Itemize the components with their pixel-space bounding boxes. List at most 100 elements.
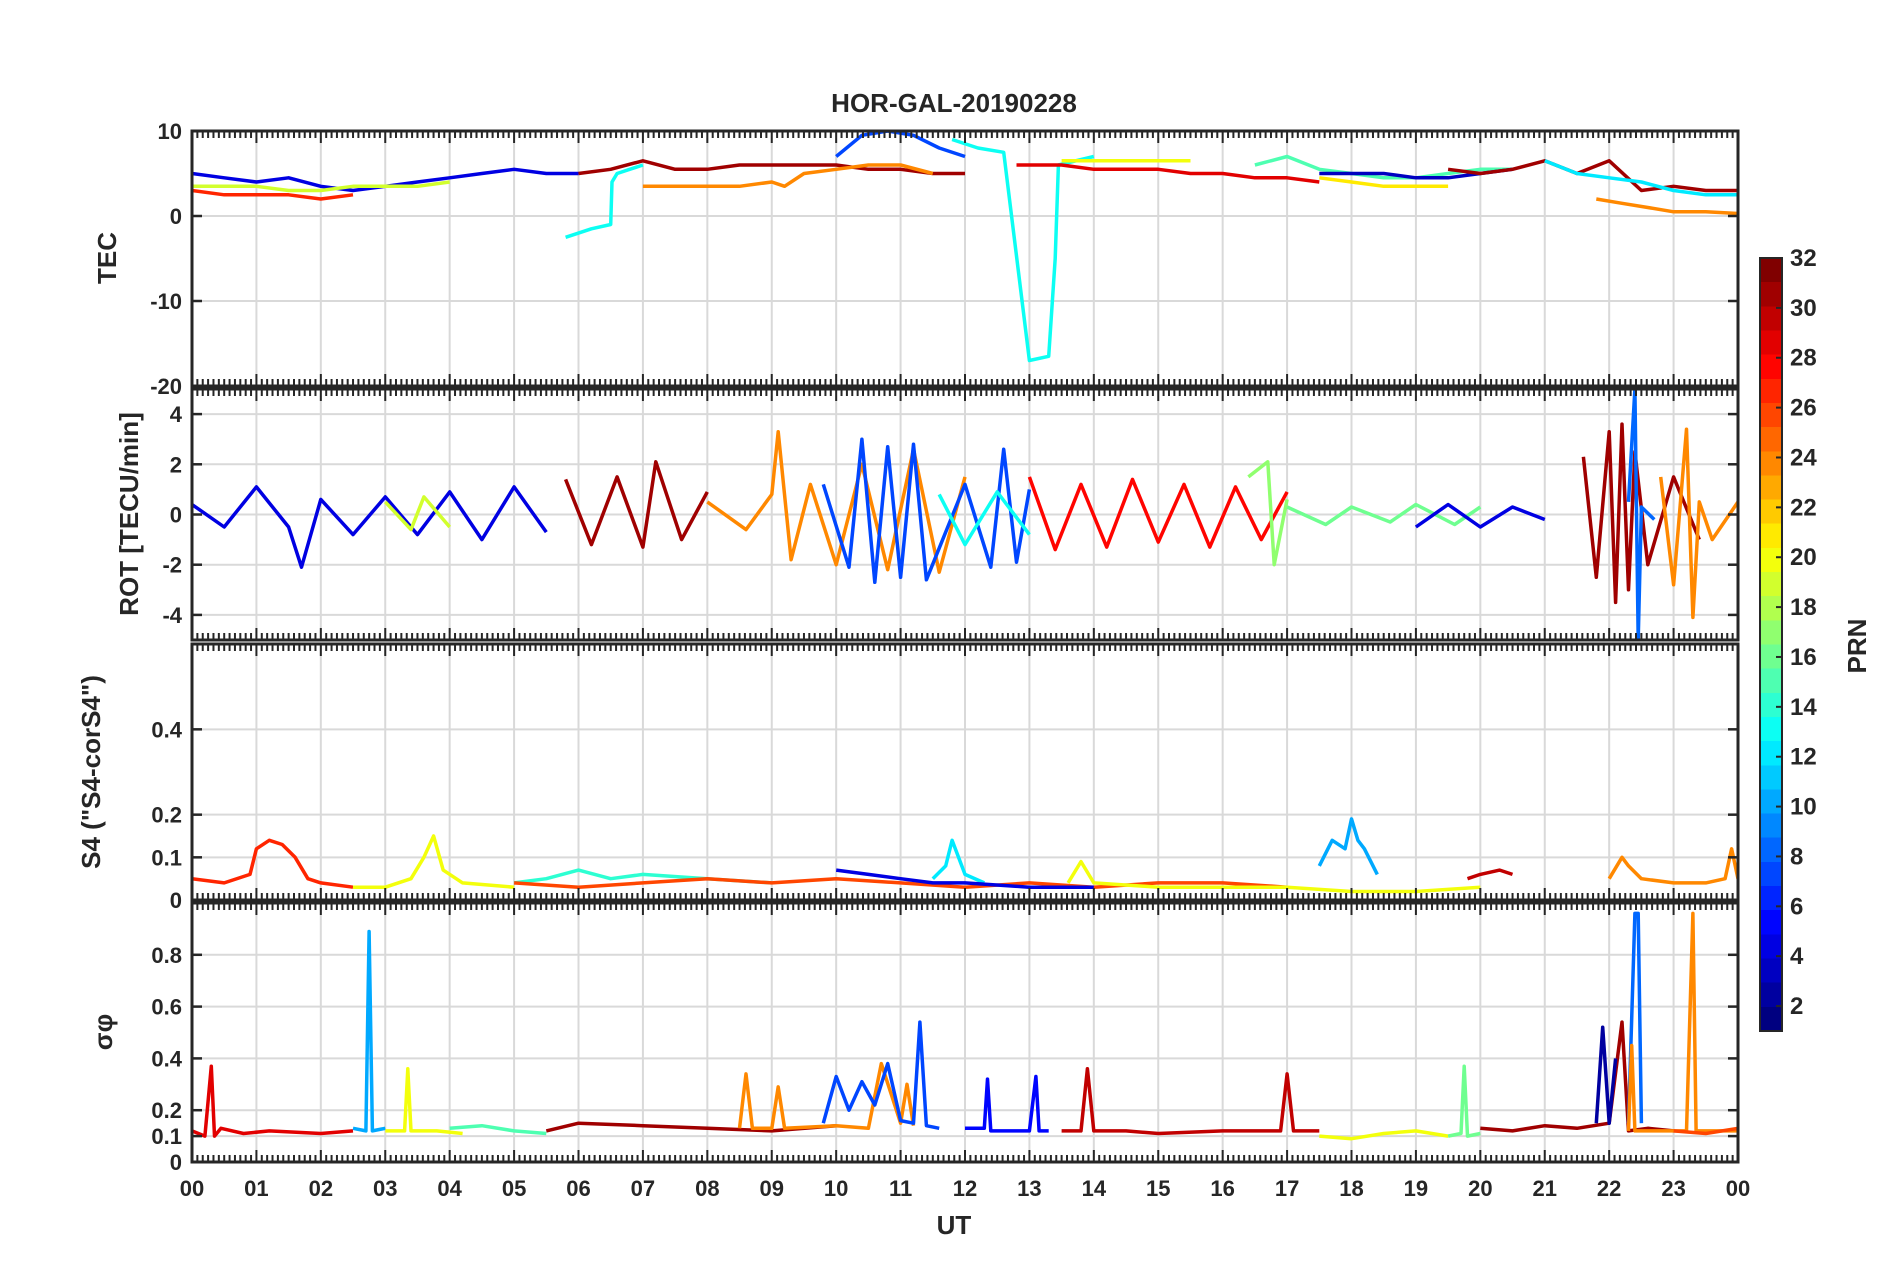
- sigma_phi-series-prn-20: [1319, 1129, 1449, 1141]
- panel-tec: 10 0 -10 -20 TEC: [92, 119, 1740, 399]
- x-tick-label: 08: [695, 1176, 719, 1201]
- sigma_phi-x-minor-ticks: [191, 903, 1739, 1162]
- tec-y-ticks: 10 0 -10 -20: [150, 119, 1738, 399]
- tec-series-prn-13: [951, 137, 1095, 363]
- x-tick-label: 04: [437, 1176, 462, 1201]
- sigma_phi-series: [192, 911, 1738, 1141]
- tec-series-prn-19: [192, 180, 450, 193]
- rot-series-prn-4: [192, 485, 548, 569]
- tec-series-prn-12: [1544, 159, 1738, 197]
- x-tick-label: 16: [1210, 1176, 1234, 1201]
- x-tick-label: 17: [1275, 1176, 1299, 1201]
- sigma_phi-series-prn-15: [449, 1123, 547, 1136]
- tec-series-prn-31: [578, 159, 965, 176]
- panel-sigma_phi: 0.8 0.6 0.4 0.20.10 σφ: [88, 901, 1740, 1175]
- sigma_phi-y-tick-label: 0.8: [151, 943, 182, 968]
- s4-series-prn-20: [1066, 859, 1481, 894]
- sigma_phi-series-prn-31: [545, 1121, 837, 1133]
- x-tick-label: 19: [1404, 1176, 1428, 1201]
- s4-y-tick-label: 0.1: [151, 845, 182, 870]
- colorbar-tick-label: 6: [1790, 893, 1803, 920]
- x-tick-label: 07: [631, 1176, 655, 1201]
- tec-x-minor-ticks: [191, 131, 1739, 386]
- colorbar-tick-label: 8: [1790, 843, 1803, 870]
- rot-series-prn-24: [1658, 427, 1738, 620]
- s4-series-prn-12: [931, 838, 986, 885]
- sigma_phi-series-prn-2: [1594, 1025, 1618, 1125]
- colorbar-tick-label: 30: [1790, 295, 1817, 322]
- colorbar-tick-label: 4: [1790, 943, 1804, 970]
- s4-y-tick-label: 0: [170, 888, 182, 913]
- tec-series-prn-24: [642, 163, 934, 189]
- s4-y-tick-label: 0.4: [151, 717, 182, 742]
- rot-series-prn-17: [1247, 460, 1289, 567]
- x-tick-label: 03: [373, 1176, 397, 1201]
- x-tick-label: 21: [1533, 1176, 1557, 1201]
- x-tick-label: 23: [1661, 1176, 1685, 1201]
- x-tick-labels: 00 01 02 03 04 05 06 07 08 09 10 11 12 13 14 15 16 17 18 19…: [180, 1176, 1750, 1201]
- s4-y-tick-label: 0.2: [151, 803, 182, 828]
- sigma_phi-series-prn-8: [1626, 911, 1644, 1124]
- x-tick-label: 05: [502, 1176, 526, 1201]
- x-tick-label: 22: [1597, 1176, 1621, 1201]
- x-tick-label: 00: [180, 1176, 204, 1201]
- tec-y-tick-label: -10: [150, 289, 182, 314]
- rot-series-prn-4: [1414, 502, 1546, 529]
- rot-series-prn-31: [563, 460, 709, 549]
- sigma_phi-y-tick-label: 0.1: [151, 1124, 182, 1149]
- s4-series-prn-30: [1466, 868, 1514, 881]
- colorbar-tick-label: 28: [1790, 345, 1817, 372]
- rot-y-tick-label: 2: [170, 452, 182, 477]
- s4-series-prn-26: [513, 876, 1288, 889]
- s4-series-prn-4: [835, 868, 1094, 889]
- s4-y-ticks: 0.4 0.2 0.1 0: [151, 717, 1738, 913]
- rot-y-tick-label: -4: [162, 603, 182, 628]
- sigma_phi-series-prn-29: [192, 1064, 354, 1138]
- panel-rot: 4 2 0 -2 -4 ROT [TECU/min]: [114, 387, 1740, 642]
- rot-x-minor-ticks: [191, 389, 1739, 640]
- colorbar-tick-label: 24: [1790, 444, 1817, 471]
- tec-series-prn-27: [192, 188, 354, 201]
- sigma_phi-series-prn-26: [1673, 1126, 1738, 1136]
- s4-series-prn-27: [192, 838, 354, 889]
- sigma_phi-y-ticks: 0.8 0.6 0.4 0.20.10: [151, 943, 1738, 1175]
- x-tick-label: 14: [1082, 1176, 1107, 1201]
- rot-series: [192, 389, 1738, 640]
- rot-series-prn-19: [384, 495, 452, 532]
- sigma_phi-series-prn-24: [737, 1061, 916, 1131]
- sigma_phi-series-prn-7: [821, 1020, 940, 1131]
- tec-y-tick-label: 10: [158, 119, 182, 144]
- rot-series-prn-24: [706, 429, 967, 574]
- x-tick-label: 09: [760, 1176, 784, 1201]
- rot-series-prn-31: [1581, 422, 1701, 605]
- colorbar-tick-label: 18: [1790, 594, 1817, 621]
- x-tick-label: 02: [309, 1176, 333, 1201]
- rot-y-tick-label: 4: [170, 402, 183, 427]
- rot-y-tick-label: 0: [170, 503, 182, 528]
- x-tick-label: 18: [1339, 1176, 1363, 1201]
- sigma_phi-y-tick-label: 0.6: [151, 995, 182, 1020]
- colorbar-tick-label: 2: [1790, 993, 1803, 1020]
- s4-series-prn-10: [1317, 817, 1379, 876]
- x-tick-label: 12: [953, 1176, 977, 1201]
- colorbar-tick-label: 32: [1790, 245, 1817, 272]
- rot-series-prn-16: [1286, 502, 1482, 527]
- sigma_phi-y-tick-label: 0: [170, 1150, 182, 1175]
- sigma_phi-series-prn-16: [1447, 1064, 1481, 1138]
- sigma_phi-series-prn-5: [965, 1074, 1049, 1133]
- s4-series-prn-24: [1607, 847, 1738, 885]
- x-tick-label: 13: [1017, 1176, 1041, 1201]
- sigma_phi-series-prn-24: [1626, 911, 1738, 1133]
- tec-series-prn-31: [1447, 159, 1738, 193]
- rot-series-prn-8: [1626, 389, 1656, 640]
- s4-y-axis-label: S4 ("S4-corS4"): [76, 675, 106, 869]
- x-axis-label: UT: [937, 1210, 972, 1240]
- sigma_phi-series-prn-30: [1061, 1067, 1320, 1136]
- colorbar-tick-label: 16: [1790, 644, 1817, 671]
- sigma_phi-series-prn-10: [352, 929, 386, 1133]
- rot-y-tick-label: -2: [162, 553, 182, 578]
- tec-series-prn-24: [1596, 197, 1738, 216]
